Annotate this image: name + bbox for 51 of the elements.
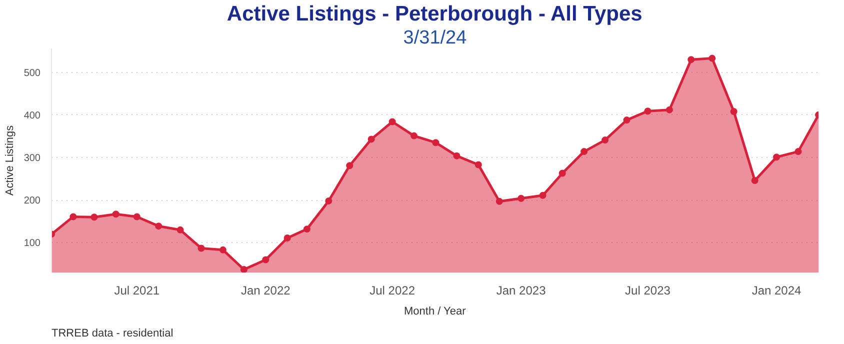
y-axis-title: Active Listings bbox=[4, 124, 16, 196]
point bbox=[90, 214, 98, 221]
point bbox=[368, 136, 375, 143]
point bbox=[70, 213, 77, 220]
point bbox=[346, 162, 354, 170]
point bbox=[219, 246, 226, 254]
point bbox=[303, 226, 310, 233]
y-tick-label: 300 bbox=[24, 153, 41, 164]
x-tick-label: Jan 2022 bbox=[240, 284, 291, 298]
point bbox=[198, 244, 205, 252]
point bbox=[518, 194, 525, 202]
point bbox=[602, 136, 609, 144]
point bbox=[580, 148, 588, 156]
x-tick-label: Jul 2022 bbox=[370, 284, 416, 298]
point bbox=[133, 213, 140, 220]
point bbox=[539, 192, 546, 199]
x-tick-label: Jan 2024 bbox=[752, 284, 802, 298]
y-tick-label: 400 bbox=[24, 110, 41, 122]
y-tick-label: 500 bbox=[24, 68, 41, 79]
y-tick-label: 200 bbox=[24, 196, 41, 207]
y-tick-label: 100 bbox=[24, 238, 41, 250]
point bbox=[262, 256, 270, 264]
point bbox=[666, 106, 673, 114]
point bbox=[773, 154, 780, 161]
point bbox=[240, 266, 248, 272]
point bbox=[644, 108, 652, 115]
point bbox=[751, 177, 758, 184]
text: TRREB data - residential bbox=[52, 328, 174, 340]
x-tick-label: Jul 2021 bbox=[114, 284, 160, 298]
point bbox=[623, 116, 630, 124]
point bbox=[388, 118, 396, 126]
point bbox=[284, 234, 291, 242]
chart-title: Active Listings - Peterborough - All Types bbox=[226, 2, 642, 26]
chart-subtitle: 3/31/24 bbox=[403, 28, 468, 48]
point bbox=[496, 198, 503, 205]
x-axis-title: Month / Year bbox=[404, 306, 466, 318]
point bbox=[453, 152, 460, 160]
point bbox=[688, 56, 695, 64]
point bbox=[474, 161, 482, 168]
point bbox=[155, 222, 162, 230]
point bbox=[708, 54, 716, 62]
point bbox=[112, 210, 120, 218]
x-tick-label: Jul 2023 bbox=[625, 284, 671, 298]
point bbox=[325, 197, 332, 204]
point bbox=[794, 148, 802, 156]
point bbox=[176, 226, 184, 234]
point bbox=[410, 132, 418, 140]
point bbox=[432, 139, 440, 146]
x-tick-label: Jan 2023 bbox=[496, 284, 546, 298]
point bbox=[730, 108, 738, 116]
point bbox=[558, 170, 566, 177]
